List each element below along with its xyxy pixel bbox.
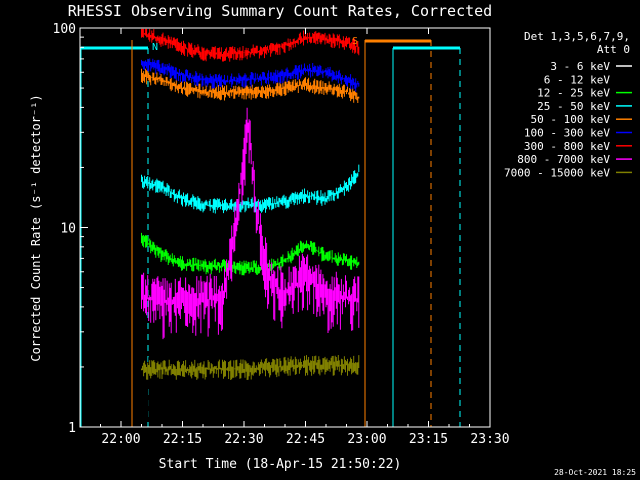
y-tick-label: 100 [53, 22, 76, 37]
x-axis-label: Start Time (18-Apr-15 21:50:22) [159, 457, 402, 472]
series-trace [141, 68, 360, 103]
series-spikes [140, 248, 360, 419]
timestamp: 28-Oct-2021 18:25 [554, 468, 636, 477]
legend-entry-label: 800 - 7000 keV [517, 153, 610, 166]
x-tick-label: 22:15 [163, 432, 202, 447]
series-trace [141, 58, 360, 92]
legend-entry-label: 25 - 50 keV [537, 100, 610, 113]
legend-entry-label: 300 - 800 keV [524, 140, 610, 153]
legend-entry-label: 50 - 100 keV [531, 113, 611, 126]
legend-entry-label: 3 - 6 keV [550, 60, 610, 73]
legend-entry-label: 100 - 300 keV [524, 127, 610, 140]
flag-n-label: N [152, 42, 158, 53]
series-800-7000-kev [141, 107, 360, 340]
series-trace [141, 107, 360, 340]
x-tick-label: 22:00 [101, 432, 140, 447]
series-7000-15000-kev [141, 355, 360, 380]
legend-header-line-1: Det 1,3,5,6,7,9, [524, 30, 630, 43]
x-tick-label: 23:30 [470, 432, 509, 447]
legend-entry-label: 12 - 25 keV [537, 87, 610, 100]
x-tick-label: 23:00 [347, 432, 386, 447]
y-tick-label: 1 [68, 421, 76, 436]
series-100-300-kev [141, 58, 360, 92]
series-50-100-kev [141, 68, 360, 103]
series-trace [141, 28, 360, 62]
x-axis-ticks: 22:00 22:15 22:30 22:45 23:00 23:15 23:30 [100, 28, 510, 447]
legend-header-line-2: Att 0 [597, 43, 630, 56]
legend-entry-label: 6 - 12 keV [544, 73, 611, 86]
x-tick-label: 23:15 [409, 432, 448, 447]
series-300-800-kev [141, 28, 360, 62]
chart-title: RHESSI Observing Summary Count Rates, Co… [68, 2, 492, 20]
y-axis-ticks: 1 10 100 [53, 22, 88, 436]
y-axis-label: Corrected Count Rate (s⁻¹ detector⁻¹) [29, 94, 43, 361]
series-layer [140, 28, 360, 419]
y-tick-label: 10 [60, 222, 76, 237]
series-trace [141, 355, 360, 380]
x-tick-label: 22:45 [286, 432, 325, 447]
flag-s-label: S [352, 36, 358, 47]
x-tick-label: 22:30 [224, 432, 263, 447]
legend-entry-label: 7000 - 15000 keV [504, 166, 610, 179]
